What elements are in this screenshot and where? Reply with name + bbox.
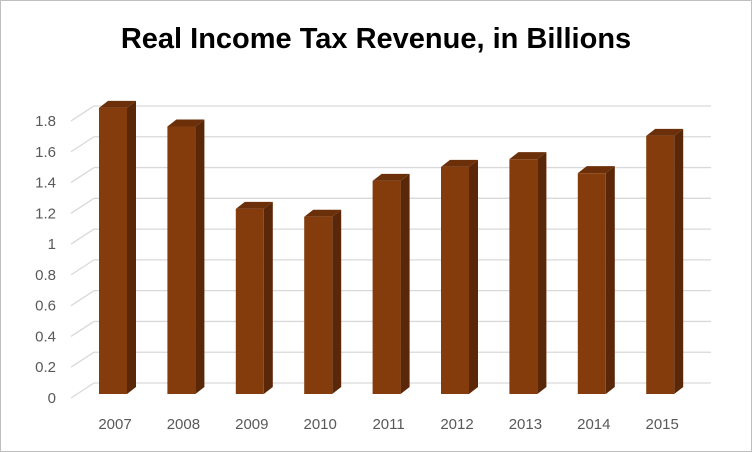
bar-2012 bbox=[441, 166, 469, 394]
bar-side bbox=[127, 100, 136, 394]
bar-2008 bbox=[167, 126, 196, 395]
gridline-diagonal bbox=[70, 197, 95, 214]
gridline-diagonal bbox=[70, 136, 95, 153]
bar-top bbox=[99, 100, 136, 108]
bar-top bbox=[509, 152, 547, 160]
y-tick-label: 1.6 bbox=[35, 144, 56, 161]
bar-side bbox=[469, 159, 478, 394]
y-tick-label: 1 bbox=[48, 236, 56, 253]
bar-top bbox=[646, 128, 684, 136]
x-tick-label: 2008 bbox=[167, 416, 200, 433]
x-tick-label: 2015 bbox=[646, 416, 679, 433]
gridline-diagonal bbox=[70, 382, 95, 399]
bar-top bbox=[372, 173, 410, 181]
y-tick-label: 0.8 bbox=[35, 267, 56, 284]
x-tick-label: 2011 bbox=[372, 416, 404, 433]
x-tick-label: 2014 bbox=[577, 416, 610, 433]
y-tick-label: 0 bbox=[48, 390, 56, 407]
y-tick-label: 1.2 bbox=[35, 205, 56, 222]
bar-side bbox=[263, 201, 273, 394]
x-tick-label: 2012 bbox=[440, 416, 473, 433]
bar-top bbox=[441, 159, 478, 167]
y-tick-label: 0.2 bbox=[35, 359, 56, 376]
gridline-diagonal bbox=[70, 320, 95, 337]
bar-2011 bbox=[372, 180, 401, 394]
x-tick-label: 2013 bbox=[509, 416, 542, 433]
bar-top bbox=[577, 166, 615, 174]
bar-side bbox=[195, 119, 205, 395]
gridline-diagonal bbox=[70, 259, 95, 276]
gridline-diagonal bbox=[70, 351, 95, 368]
x-tick-label: 2010 bbox=[304, 416, 337, 433]
bar-side bbox=[674, 128, 684, 395]
x-tick-label: 2007 bbox=[98, 416, 131, 433]
y-tick-label: 0.6 bbox=[35, 298, 56, 315]
x-tick-label: 2009 bbox=[235, 416, 268, 433]
gridline-diagonal bbox=[70, 166, 95, 184]
bar-side bbox=[537, 152, 547, 394]
gridline-diagonal bbox=[70, 290, 95, 307]
chart-title: Real Income Tax Revenue, in Billions bbox=[120, 23, 632, 55]
bar-top bbox=[167, 119, 205, 127]
y-tick-label: 0.4 bbox=[35, 328, 56, 345]
bar-side bbox=[400, 173, 410, 394]
bar-2007 bbox=[99, 107, 127, 394]
bar-top bbox=[304, 209, 342, 217]
y-tick-label: 1.8 bbox=[35, 113, 56, 130]
y-tick-label: 1.4 bbox=[35, 175, 56, 192]
bar-2015 bbox=[646, 135, 675, 395]
gridline-diagonal bbox=[70, 228, 95, 245]
bar-2009 bbox=[235, 208, 264, 394]
bar-side bbox=[605, 166, 615, 394]
bar-side bbox=[332, 209, 342, 394]
bar-2013 bbox=[509, 159, 538, 394]
bar-top bbox=[235, 201, 273, 209]
bar-2014 bbox=[577, 173, 606, 394]
bar-2010 bbox=[304, 216, 333, 394]
gridline-diagonal bbox=[70, 105, 95, 122]
